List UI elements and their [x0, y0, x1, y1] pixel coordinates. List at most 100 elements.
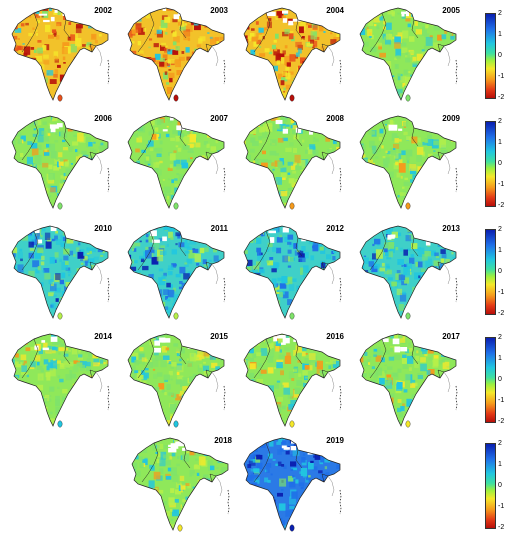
map-cell — [189, 148, 194, 154]
map-cell — [435, 285, 438, 288]
map-cell — [5, 61, 10, 65]
map-cell — [236, 343, 241, 347]
map-cell — [54, 235, 58, 241]
map-cell — [300, 267, 306, 275]
map-cell — [125, 524, 128, 526]
map-cell — [446, 300, 449, 304]
map-cell — [157, 507, 161, 511]
map-cell — [383, 252, 386, 255]
map-cell — [82, 44, 86, 47]
map-cell — [68, 273, 71, 277]
map-cell — [202, 515, 207, 520]
map-cell — [419, 81, 425, 86]
map-cell — [337, 417, 340, 422]
map-cell — [276, 60, 280, 65]
map-cell — [153, 471, 161, 480]
map-cell — [197, 63, 202, 67]
map-cell — [420, 309, 426, 316]
map-cell — [409, 116, 416, 117]
map-cell — [292, 121, 299, 129]
map-cell — [58, 347, 65, 352]
map-cell — [142, 381, 147, 385]
map-cell — [198, 456, 206, 466]
map-cell — [89, 121, 94, 126]
map-cell — [185, 9, 192, 14]
map-panel-2012: 2012 — [236, 222, 346, 322]
map-cell — [203, 264, 208, 268]
map-cell — [178, 242, 185, 248]
coastline — [327, 45, 335, 67]
map-cell — [398, 304, 404, 312]
map-cell — [377, 243, 380, 246]
map-cell — [248, 57, 254, 64]
map-cell — [171, 362, 177, 367]
map-cell — [202, 81, 205, 83]
map-cell — [341, 366, 347, 374]
year-label: 2007 — [210, 114, 228, 123]
map-cell — [360, 407, 361, 413]
map-cell — [331, 250, 335, 255]
map-cell — [311, 524, 317, 529]
map-cell — [206, 299, 214, 305]
map-cell — [191, 94, 198, 100]
map-cell — [376, 27, 380, 30]
map-cell — [300, 78, 303, 81]
map-cell — [328, 276, 334, 280]
map-cell — [202, 514, 207, 518]
map-cell — [334, 204, 337, 208]
map-cell — [128, 415, 130, 421]
map-cell — [252, 353, 257, 359]
map-cell — [184, 262, 188, 265]
map-cell — [401, 150, 406, 156]
map-cell — [27, 203, 34, 208]
map-cell — [81, 11, 87, 17]
map-cell — [419, 421, 426, 426]
map-cell — [323, 486, 327, 491]
map-cell — [259, 516, 266, 524]
map-cell — [12, 276, 13, 281]
map-cell — [175, 273, 181, 278]
map-cell — [265, 319, 269, 324]
sri-lanka — [173, 312, 179, 320]
map-cell — [31, 239, 38, 246]
map-cell — [196, 274, 203, 284]
map-cell — [287, 234, 294, 240]
map-cell — [104, 280, 108, 290]
map-cell — [261, 502, 264, 505]
map-cell — [267, 189, 270, 193]
map-cell — [110, 74, 113, 77]
map-cell — [326, 452, 330, 455]
map-cell — [137, 206, 141, 208]
map-cell — [257, 504, 262, 509]
map-cell — [330, 39, 337, 45]
map-cell — [315, 382, 321, 390]
sri-lanka — [405, 94, 411, 102]
map-cell — [304, 396, 310, 403]
map-2013 — [359, 224, 458, 320]
map-cell — [186, 289, 189, 292]
map-cell — [214, 487, 222, 494]
map-cell — [247, 36, 252, 42]
map-cell — [179, 88, 183, 93]
map-cell — [189, 506, 194, 512]
map-cell — [362, 119, 367, 124]
map-cell — [381, 398, 388, 403]
map-cell — [91, 264, 95, 270]
no-data-patch — [423, 11, 432, 15]
map-cell — [64, 195, 69, 199]
map-cell — [184, 239, 188, 244]
map-cell — [177, 130, 182, 136]
map-cell — [236, 203, 243, 211]
map-cell — [297, 306, 303, 312]
map-cell — [212, 409, 219, 416]
map-cell — [204, 296, 211, 301]
colorbar-row-2: 2 1 0 -1 -2 — [479, 118, 509, 209]
map-cell — [374, 191, 379, 197]
map-cell — [376, 224, 378, 225]
no-data-patch — [175, 16, 179, 19]
map-cell — [451, 251, 454, 255]
map-cell — [268, 94, 272, 98]
map-cell — [333, 88, 338, 92]
map-cell — [42, 121, 47, 125]
map-cell — [12, 138, 16, 146]
